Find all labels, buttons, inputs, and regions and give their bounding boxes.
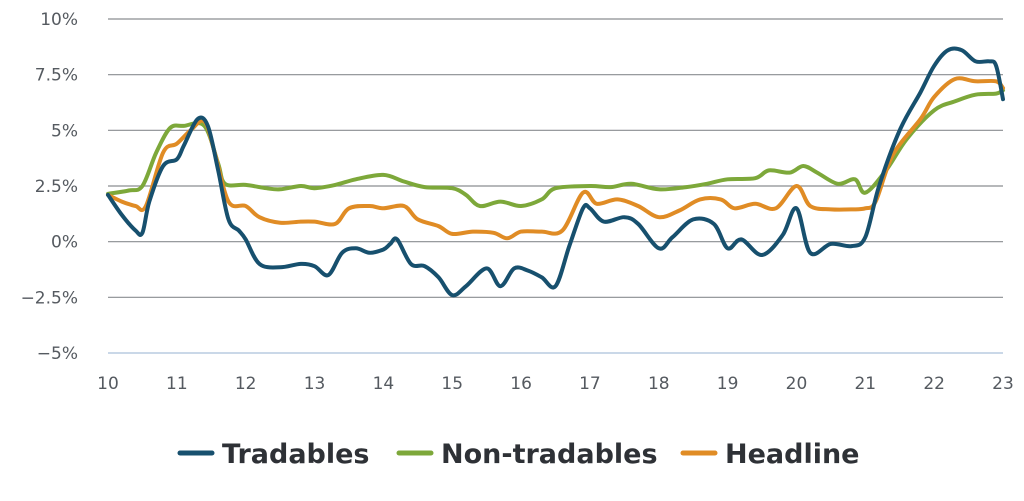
x-axis-tick-labels: 10 11 12 13 14 15 16 17 18 19 20 21 22 23 [97, 374, 1014, 394]
x-tick-label-12: 22 [923, 374, 945, 394]
x-tick-label-3: 13 [304, 374, 326, 394]
y-tick-label-4: 0% [51, 233, 78, 253]
legend: Tradables Non-tradables Headline [177, 439, 860, 470]
x-tick-label-10: 20 [786, 374, 808, 394]
y-tick-label-0: 10% [40, 10, 78, 30]
series-line-tradables [106, 46, 1005, 298]
series-line-headline [106, 76, 1005, 241]
legend-label-non-tradables: Non-tradables [441, 439, 658, 470]
y-tick-label-5: −2.5% [21, 288, 78, 308]
y-tick-label-6: −5% [37, 344, 78, 364]
y-tick-label-2: 5% [51, 121, 78, 141]
series-line-non-tradables [106, 88, 1005, 209]
y-tick-label-3: 2.5% [35, 177, 78, 197]
x-tick-label-2: 12 [235, 374, 257, 394]
x-tick-label-0: 10 [97, 374, 119, 394]
x-tick-label-11: 21 [854, 374, 876, 394]
legend-label-headline: Headline [725, 439, 860, 470]
x-tick-label-7: 17 [579, 374, 601, 394]
legend-label-tradables: Tradables [222, 439, 370, 470]
x-tick-label-5: 15 [441, 374, 463, 394]
x-tick-label-1: 11 [166, 374, 188, 394]
y-tick-label-1: 7.5% [35, 66, 78, 86]
x-tick-label-6: 16 [510, 374, 532, 394]
x-tick-label-13: 23 [992, 374, 1014, 394]
y-axis-tick-labels: 10% 7.5% 5% 2.5% 0% −2.5% −5% [21, 10, 78, 364]
x-tick-label-9: 19 [717, 374, 739, 394]
x-tick-label-8: 18 [648, 374, 670, 394]
series-lines [106, 46, 1005, 298]
x-tick-label-4: 14 [373, 374, 395, 394]
